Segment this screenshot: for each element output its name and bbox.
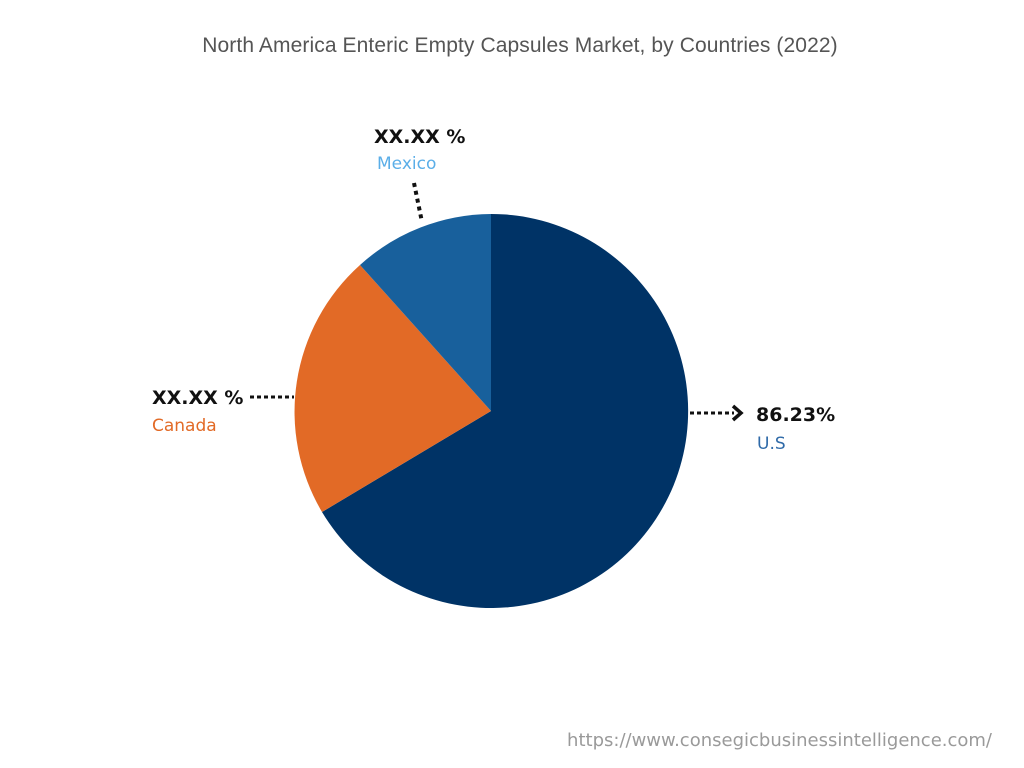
leader-mexico (412, 182, 424, 223)
mexico-label: Mexico (377, 154, 437, 174)
arrow-icon (731, 404, 744, 422)
slice-mexico (360, 214, 491, 411)
slice-canada (294, 265, 491, 512)
mexico-value: XX.XX % (374, 126, 466, 148)
us-value: 86.23% (756, 404, 836, 426)
canada-value: XX.XX % (152, 387, 244, 409)
chart-title: North America Enteric Empty Capsules Mar… (202, 34, 838, 57)
canada-label: Canada (152, 416, 217, 436)
source-url: https://www.consegicbusinessintelligence… (567, 730, 992, 751)
slice-us (322, 213, 689, 608)
us-label: U.S (757, 434, 786, 454)
